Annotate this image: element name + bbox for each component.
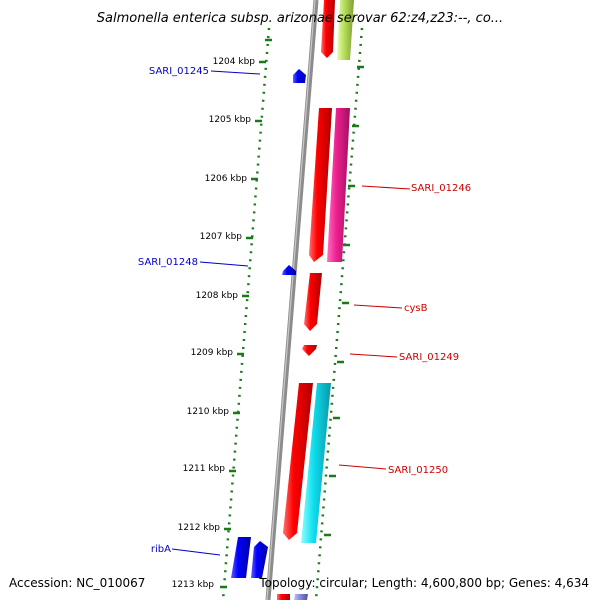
gene-label-sari-01245[interactable]: SARI_01245	[149, 66, 209, 77]
kbp-label: 1213 kbp	[172, 580, 215, 590]
cds-feature-sari-01246	[309, 108, 332, 262]
cds-feature-top	[321, 0, 335, 58]
genome-backbone-highlight	[266, 0, 316, 600]
kbp-label: 1205 kbp	[209, 115, 252, 125]
connector-sari-01245	[210, 70, 261, 75]
topology-summary: Topology: circular; Length: 4,600,800 bp…	[258, 576, 589, 590]
gene-label-sari-01248[interactable]: SARI_01248	[138, 257, 198, 268]
label-connectors	[171, 70, 411, 556]
cds-feature-sari-01248	[282, 265, 296, 275]
cds-feature-sari-01249	[302, 345, 317, 356]
connector-sari-01248	[199, 261, 249, 267]
connector-sari-01249	[349, 353, 398, 358]
outer-ring-ticks	[324, 65, 364, 537]
cds-feature-bottom	[277, 594, 290, 600]
gene-label-cysb[interactable]: cysB	[404, 303, 428, 314]
kbp-label: 1207 kbp	[200, 232, 243, 242]
kbp-label: 1204 kbp	[213, 57, 256, 67]
cds-feature-cysb	[304, 273, 322, 331]
feature-violet	[294, 594, 308, 600]
gene-label-riba[interactable]: ribA	[151, 544, 171, 555]
other-features	[294, 0, 354, 600]
cds-feature-riba-2	[251, 541, 268, 578]
cds-feature-sari-01245	[293, 69, 306, 83]
kbp-label: 1206 kbp	[205, 174, 248, 184]
feature-cyan	[301, 383, 331, 543]
gene-label-sari-01250[interactable]: SARI_01250	[388, 465, 448, 476]
kbp-label: 1212 kbp	[178, 523, 221, 533]
gene-label-sari-01249[interactable]: SARI_01249	[399, 352, 459, 363]
connector-riba	[171, 548, 221, 556]
ruler-dots-left	[221, 27, 271, 600]
kbp-scale-labels: 1204 kbp 1205 kbp 1206 kbp 1207 kbp 1208…	[172, 57, 256, 590]
gene-label-sari-01246[interactable]: SARI_01246	[411, 183, 471, 194]
cds-feature-sari-01250	[283, 383, 313, 540]
genome-backbone	[265, 0, 319, 600]
cds-feature-riba-1	[231, 537, 251, 578]
connector-sari-01246	[361, 185, 411, 190]
connector-cysb	[353, 304, 403, 309]
map-title: Salmonella enterica subsp. arizonae sero…	[97, 11, 503, 26]
kbp-label: 1209 kbp	[191, 348, 234, 358]
accession-text: Accession: NC_010067	[9, 576, 145, 590]
reverse-cds-features	[231, 69, 306, 578]
kbp-label: 1210 kbp	[187, 407, 230, 417]
inner-ring-ticks	[220, 38, 272, 589]
forward-cds-features	[277, 0, 335, 600]
kbp-label: 1211 kbp	[183, 464, 226, 474]
kbp-label: 1208 kbp	[196, 291, 239, 301]
connector-sari-01250	[338, 464, 387, 470]
feature-magenta	[327, 108, 350, 262]
feature-lime	[337, 0, 354, 60]
gene-labels: SARI_01245 SARI_01246 SARI_01248 cysB SA…	[138, 66, 471, 555]
